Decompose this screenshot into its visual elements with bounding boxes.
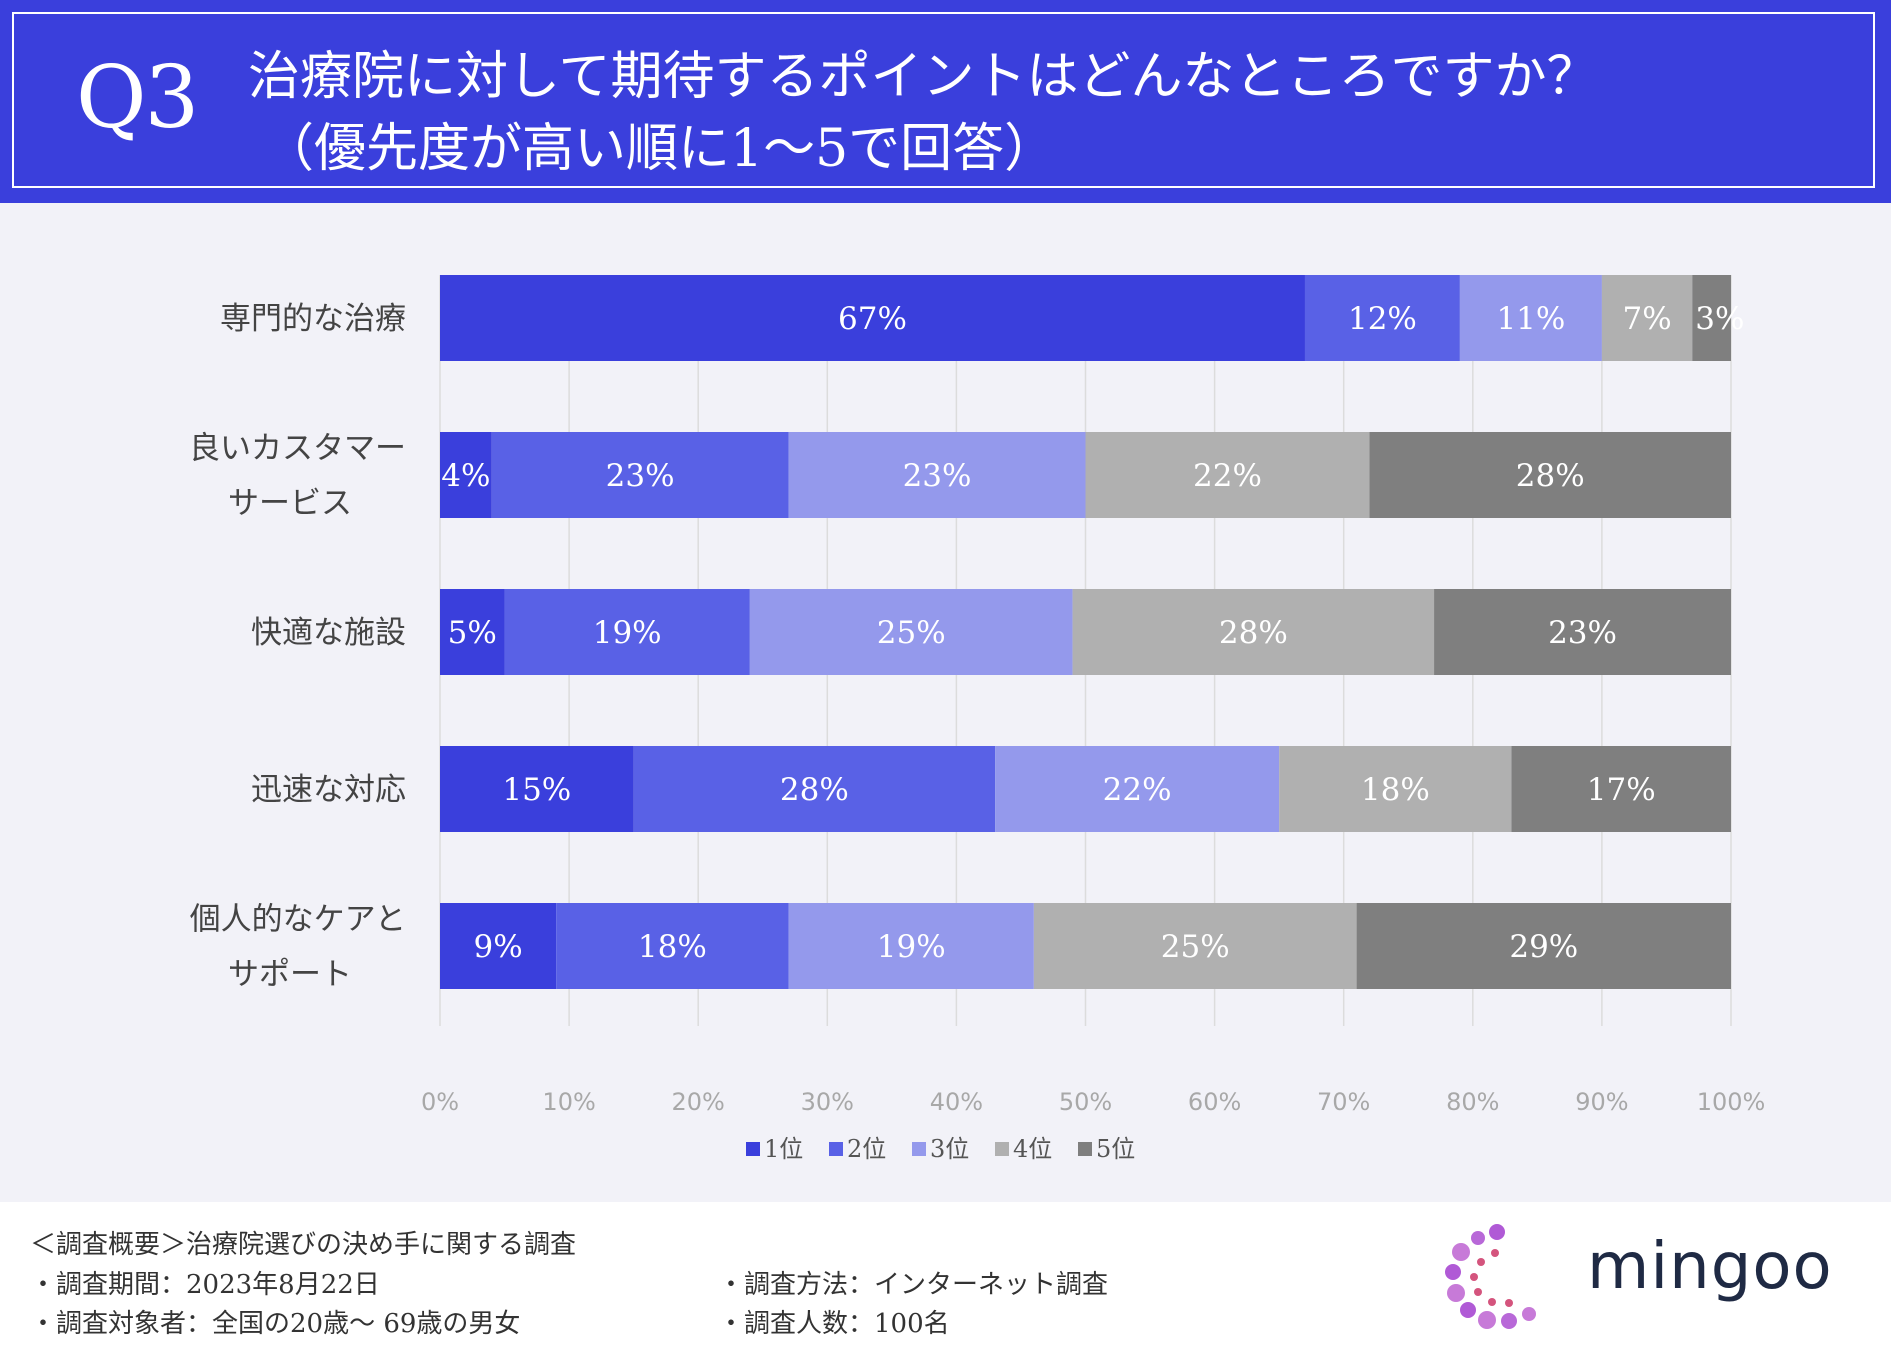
- bar-segment: [788, 903, 1034, 989]
- x-tick-label: 100%: [1697, 1088, 1766, 1116]
- legend-swatch: [829, 1142, 843, 1156]
- x-tick-label: 80%: [1446, 1088, 1499, 1116]
- brand-logo: mingoo: [1437, 1210, 1877, 1342]
- question-number: Q3: [76, 48, 199, 148]
- category-label: 個人的なケアと: [190, 902, 406, 938]
- data-label: 25%: [877, 615, 946, 651]
- bar-segment: [1511, 746, 1731, 832]
- bar-segment: [491, 432, 789, 518]
- data-label: 15%: [502, 772, 571, 808]
- question-title-line1: 治療院に対して期待するポイントはどんなところですか？: [248, 47, 1599, 107]
- x-tick-label: 60%: [1188, 1088, 1241, 1116]
- data-label: 19%: [877, 929, 946, 965]
- x-tick-label: 30%: [801, 1088, 854, 1116]
- bar-segment: [440, 746, 634, 832]
- data-label: 12%: [1348, 301, 1417, 337]
- data-label: 9%: [474, 929, 523, 965]
- data-label: 29%: [1509, 929, 1578, 965]
- legend-label: 1位: [764, 1135, 803, 1163]
- x-tick-label: 70%: [1317, 1088, 1370, 1116]
- data-label: 3%: [1695, 301, 1744, 337]
- bar-segment: [1085, 432, 1370, 518]
- bar-segment: [504, 589, 750, 675]
- data-label: 18%: [1361, 772, 1430, 808]
- header-frame: [12, 12, 1875, 188]
- bar-segment: [1072, 589, 1435, 675]
- bar-segment: [788, 432, 1086, 518]
- bar-segment: [440, 903, 557, 989]
- x-tick-label: 90%: [1575, 1088, 1628, 1116]
- data-label: 22%: [1193, 458, 1262, 494]
- data-label: 5%: [448, 615, 497, 651]
- data-label: 28%: [1219, 615, 1288, 651]
- survey-footer: ＜調査概要＞治療院選びの決め手に関する調査 ・調査期間：2023年8月22日 ・…: [0, 1202, 1891, 1350]
- x-tick-label: 10%: [542, 1088, 595, 1116]
- category-label: 専門的な治療: [220, 301, 406, 337]
- bar-segment: [440, 275, 1305, 361]
- survey-method: ・調査方法：インターネット調査: [718, 1270, 1109, 1300]
- category-label: サービス: [228, 486, 352, 522]
- dotted-c-logo-icon: [1445, 1224, 1536, 1329]
- legend-swatch: [995, 1142, 1009, 1156]
- bar-segment: [556, 903, 789, 989]
- x-tick-label: 0%: [421, 1088, 459, 1116]
- legend-swatch: [912, 1142, 926, 1156]
- data-label: 4%: [441, 458, 490, 494]
- x-tick-label: 40%: [930, 1088, 983, 1116]
- data-label: 23%: [903, 458, 972, 494]
- data-label: 23%: [606, 458, 675, 494]
- bar-segment: [440, 589, 505, 675]
- data-label: 22%: [1103, 772, 1172, 808]
- bar-segment: [1601, 275, 1693, 361]
- legend-swatch: [1078, 1142, 1092, 1156]
- survey-target: ・調査対象者：全国の20歳〜 69歳の男女: [30, 1309, 521, 1339]
- bar-segment: [1304, 275, 1460, 361]
- category-label: サポート: [228, 957, 352, 993]
- category-label: 快適な施設: [251, 615, 406, 651]
- survey-summary: ＜調査概要＞治療院選びの決め手に関する調査: [30, 1230, 577, 1260]
- data-label: 25%: [1161, 929, 1230, 965]
- bar-segment: [440, 432, 492, 518]
- bar-segment: [1033, 903, 1357, 989]
- bar-segment: [633, 746, 996, 832]
- bar-segment: [1369, 432, 1731, 518]
- bar-segment: [1459, 275, 1602, 361]
- legend-label: 3位: [930, 1135, 969, 1163]
- survey-count: ・調査人数：100名: [718, 1309, 950, 1339]
- category-label: 迅速な対応: [251, 772, 406, 808]
- data-label: 28%: [1516, 458, 1585, 494]
- category-label: 良いカスタマー: [189, 431, 406, 467]
- data-label: 11%: [1496, 301, 1565, 337]
- header-banner: Q3 治療院に対して期待するポイントはどんなところですか？ （優先度が高い順に1…: [0, 0, 1891, 203]
- data-label: 67%: [838, 301, 907, 337]
- bar-segment: [995, 746, 1280, 832]
- data-label: 28%: [780, 772, 849, 808]
- bar-segment: [749, 589, 1073, 675]
- bar-segment: [1434, 589, 1731, 675]
- legend-label: 4位: [1013, 1135, 1052, 1163]
- data-label: 23%: [1548, 615, 1617, 651]
- bar-segment: [1279, 746, 1512, 832]
- x-tick-label: 50%: [1059, 1088, 1112, 1116]
- survey-period: ・調査期間：2023年8月22日: [30, 1270, 380, 1300]
- legend-label: 5位: [1096, 1135, 1135, 1163]
- brand-name: mingoo: [1587, 1230, 1833, 1304]
- legend-swatch: [746, 1142, 760, 1156]
- bar-segment: [1692, 275, 1731, 361]
- data-label: 18%: [638, 929, 707, 965]
- x-tick-label: 20%: [672, 1088, 725, 1116]
- data-label: 17%: [1587, 772, 1656, 808]
- question-title-line2: （優先度が高い順に1〜5で回答）: [262, 119, 1057, 179]
- data-label: 19%: [593, 615, 662, 651]
- data-label: 7%: [1622, 301, 1671, 337]
- bar-segment: [1356, 903, 1731, 989]
- legend-label: 2位: [847, 1135, 886, 1163]
- stacked-bar-chart: 0% 10% 20% 30% 40% 50% 60% 70% 80% 90% 100% 67% 12% 1…: [189, 275, 1766, 1163]
